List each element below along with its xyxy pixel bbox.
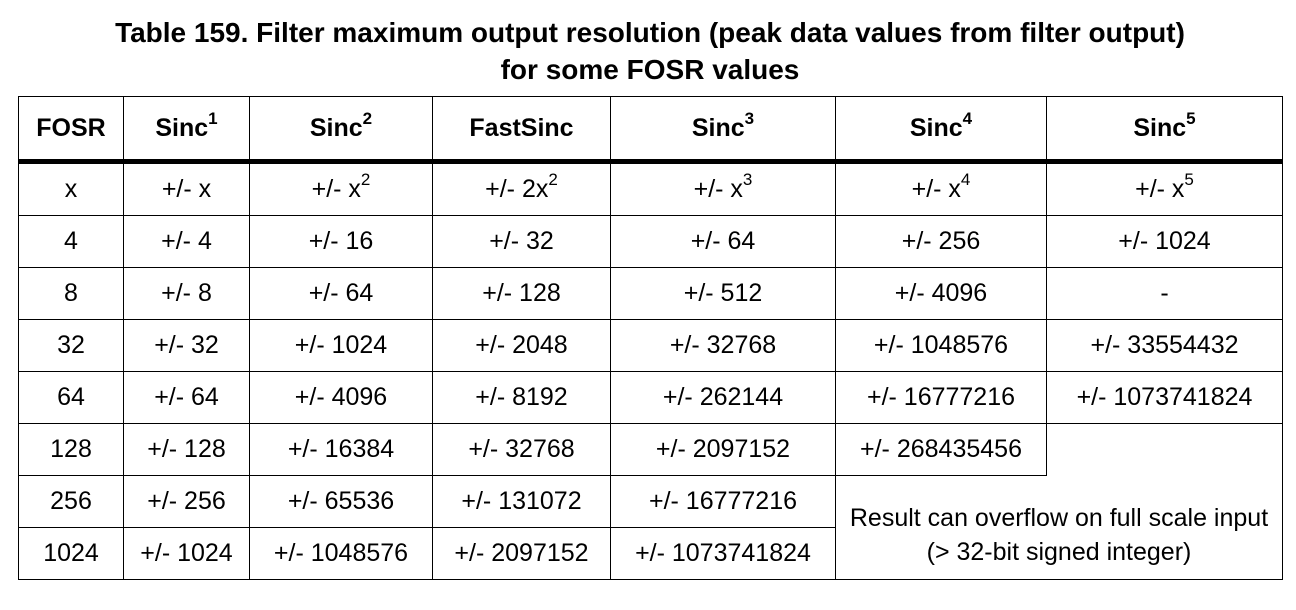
formula-sinc1: +/- x — [123, 161, 250, 216]
cell-sinc2: +/- 64 — [249, 267, 433, 320]
cell-sinc1: +/- 128 — [123, 423, 250, 476]
header-sinc4: Sinc4 — [835, 96, 1047, 164]
formula-fastsinc-base: +/- 2x — [485, 175, 549, 203]
header-sinc4-order: 4 — [962, 108, 973, 128]
cell-fosr: 64 — [18, 371, 124, 424]
header-sinc2: Sinc2 — [249, 96, 433, 164]
header-sinc2-order: 2 — [362, 108, 373, 128]
header-sinc5: Sinc5 — [1046, 96, 1283, 164]
cell-sinc1: +/- 4 — [123, 215, 250, 268]
cell-sinc2: +/- 4096 — [249, 371, 433, 424]
filter-resolution-table: FOSR Sinc1 Sinc2 FastSinc Sinc3 Sinc4 Si… — [18, 96, 1283, 580]
cell-sinc3: +/- 512 — [610, 267, 836, 320]
cell-sinc3: +/- 1073741824 — [610, 527, 836, 580]
cell-fastsinc: +/- 2097152 — [432, 527, 611, 580]
table-caption: Table 159. Filter maximum output resolut… — [0, 14, 1296, 88]
header-fastsinc: FastSinc — [432, 96, 611, 164]
cell-sinc3: +/- 32768 — [610, 319, 836, 372]
cell-fosr: 32 — [18, 319, 124, 372]
formula-sinc2: +/- x2 — [249, 161, 433, 216]
formula-sinc4-base: +/- x — [911, 175, 961, 203]
header-sinc1: Sinc1 — [123, 96, 250, 164]
cell-fastsinc: +/- 131072 — [432, 475, 611, 528]
formula-sinc2-exp: 2 — [360, 170, 371, 189]
cell-sinc5: +/- 1073741824 — [1046, 371, 1283, 424]
header-sinc3-base: Sinc — [691, 113, 745, 142]
formula-sinc5: +/- x5 — [1046, 161, 1283, 216]
header-sinc3: Sinc3 — [610, 96, 836, 164]
formula-fastsinc-exp: 2 — [548, 170, 558, 189]
cell-sinc4: +/- 268435456 — [835, 423, 1047, 476]
table-row: 64 +/- 64 +/- 4096 +/- 8192 +/- 262144 +… — [18, 371, 1283, 424]
cell-fastsinc: +/- 32 — [432, 215, 611, 268]
header-sinc5-base: Sinc — [1133, 113, 1187, 142]
overflow-note: Result can overflow on full scale input … — [835, 475, 1283, 580]
cell-sinc1: +/- 32 — [123, 319, 250, 372]
cell-fosr: 256 — [18, 475, 124, 528]
caption-line-1: Table 159. Filter maximum output resolut… — [115, 17, 1185, 48]
cell-sinc4: +/- 1048576 — [835, 319, 1047, 372]
cell-sinc5: +/- 33554432 — [1046, 319, 1283, 372]
cell-sinc2: +/- 1048576 — [249, 527, 433, 580]
cell-sinc2: +/- 16384 — [249, 423, 433, 476]
table-row: 32 +/- 32 +/- 1024 +/- 2048 +/- 32768 +/… — [18, 319, 1283, 372]
formula-sinc4: +/- x4 — [835, 161, 1047, 216]
header-sinc5-order: 5 — [1186, 108, 1196, 128]
table-row: 8 +/- 8 +/- 64 +/- 128 +/- 512 +/- 4096 … — [18, 267, 1283, 320]
header-sinc2-base: Sinc — [309, 113, 363, 142]
cell-sinc5: +/- 1024 — [1046, 215, 1283, 268]
cell-sinc3: +/- 16777216 — [610, 475, 836, 528]
cell-sinc1: +/- 64 — [123, 371, 250, 424]
cell-fastsinc: +/- 2048 — [432, 319, 611, 372]
header-sinc4-base: Sinc — [909, 113, 963, 142]
table-row: 1024 +/- 1024 +/- 1048576 +/- 2097152 +/… — [18, 527, 1283, 580]
cell-fastsinc: +/- 128 — [432, 267, 611, 320]
header-sinc1-order: 1 — [208, 108, 218, 128]
cell-sinc3: +/- 64 — [610, 215, 836, 268]
formula-sinc3-base: +/- x — [693, 175, 743, 203]
header-sinc3-order: 3 — [744, 108, 755, 128]
cell-sinc5-blank — [1046, 423, 1283, 476]
cell-sinc1: +/- 1024 — [123, 527, 250, 580]
cell-sinc2: +/- 16 — [249, 215, 433, 268]
formula-sinc5-base: +/- x — [1135, 175, 1185, 203]
formula-sinc4-exp: 4 — [960, 170, 971, 189]
formula-fastsinc: +/- 2x2 — [432, 161, 611, 216]
cell-sinc3: +/- 2097152 — [610, 423, 836, 476]
formula-sinc3-exp: 3 — [742, 170, 753, 189]
cell-fastsinc: +/- 8192 — [432, 371, 611, 424]
formula-sinc2-base: +/- x — [311, 175, 361, 203]
header-fosr: FOSR — [18, 96, 124, 164]
formula-sinc3: +/- x3 — [610, 161, 836, 216]
formula-sinc5-exp: 5 — [1184, 170, 1194, 189]
formula-row: x +/- x +/- x2 +/- 2x2 +/- x3 +/- x4 +/-… — [18, 161, 1283, 216]
cell-sinc2: +/- 65536 — [249, 475, 433, 528]
cell-fosr: 4 — [18, 215, 124, 268]
cell-sinc4: +/- 4096 — [835, 267, 1047, 320]
table-row: 128 +/- 128 +/- 16384 +/- 32768 +/- 2097… — [18, 423, 1283, 476]
cell-sinc4: +/- 16777216 — [835, 371, 1047, 424]
header-sinc1-base: Sinc — [155, 113, 209, 142]
cell-sinc1: +/- 256 — [123, 475, 250, 528]
header-row: FOSR Sinc1 Sinc2 FastSinc Sinc3 Sinc4 Si… — [18, 96, 1283, 164]
cell-fastsinc: +/- 32768 — [432, 423, 611, 476]
cell-sinc3: +/- 262144 — [610, 371, 836, 424]
table-row: 4 +/- 4 +/- 16 +/- 32 +/- 64 +/- 256 +/-… — [18, 215, 1283, 268]
caption-line-2: for some FOSR values — [500, 54, 800, 85]
formula-fosr: x — [18, 161, 124, 216]
table-row: 256 +/- 256 +/- 65536 +/- 131072 +/- 167… — [18, 475, 1283, 580]
cell-sinc5: - — [1046, 267, 1283, 320]
cell-fosr: 128 — [18, 423, 124, 476]
cell-sinc1: +/- 8 — [123, 267, 250, 320]
cell-sinc2: +/- 1024 — [249, 319, 433, 372]
cell-sinc4: +/- 256 — [835, 215, 1047, 268]
cell-fosr: 1024 — [18, 527, 124, 580]
cell-fosr: 8 — [18, 267, 124, 320]
